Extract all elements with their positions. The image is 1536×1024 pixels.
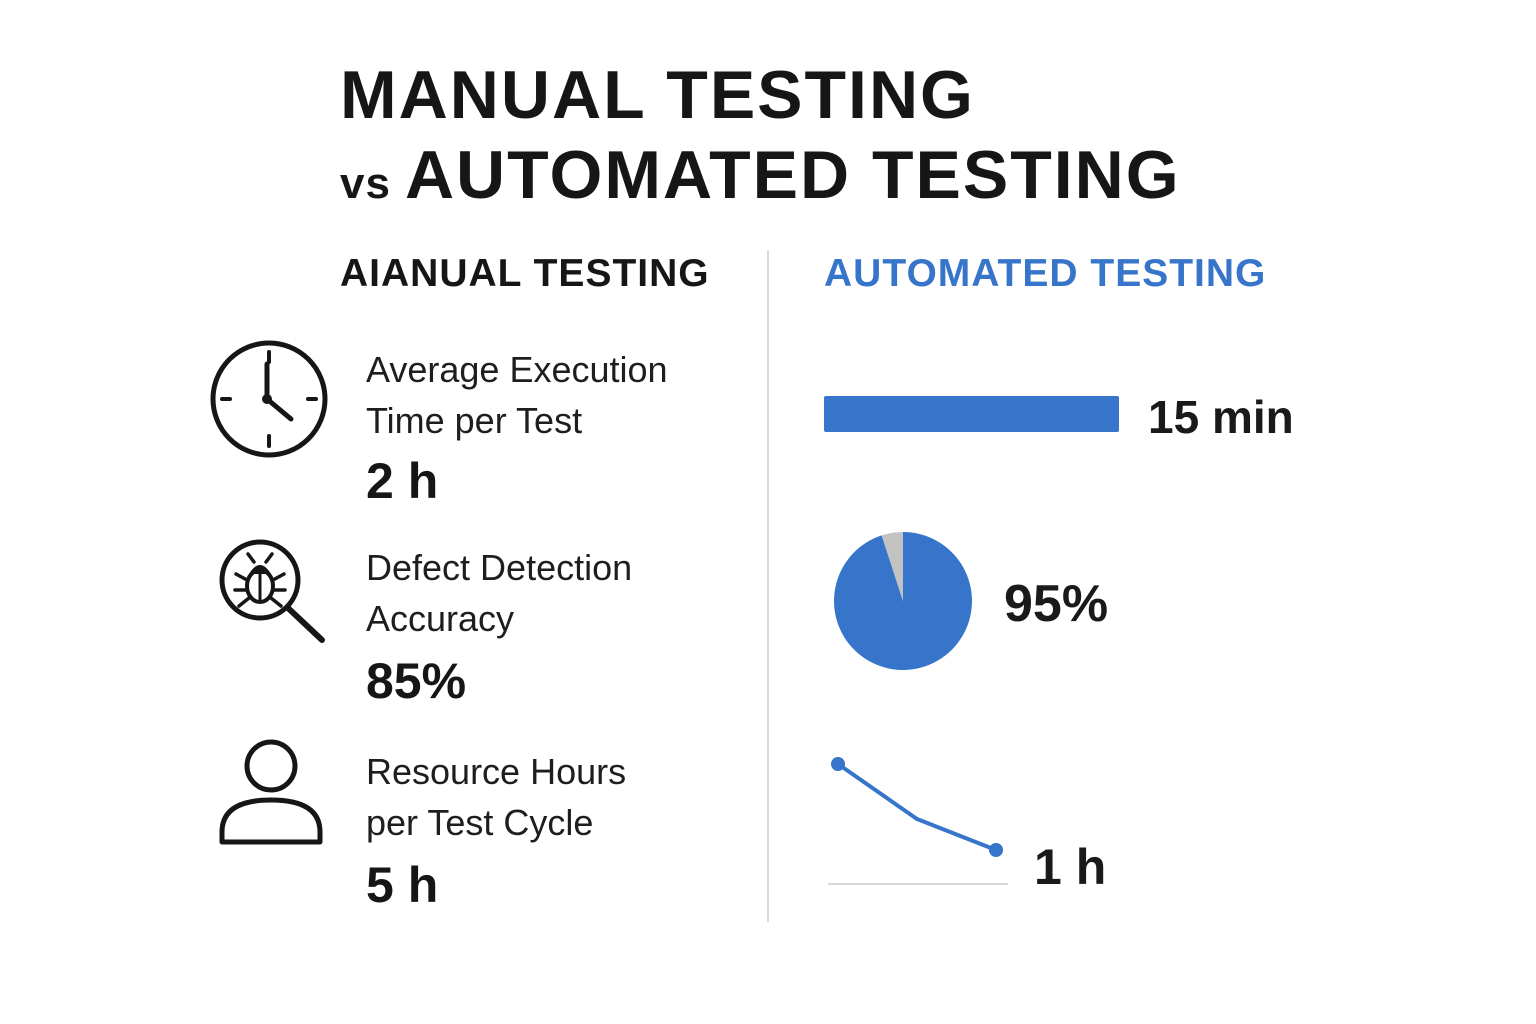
line-point [989, 843, 1003, 857]
title-automated: AUTOMATED TESTING [404, 137, 1181, 213]
metric-label-execution-time: Average Execution Time per Test [366, 344, 746, 446]
person-icon [219, 739, 323, 845]
column-divider [767, 250, 769, 922]
manual-value-defect-accuracy: 85% [366, 653, 467, 709]
clock-icon [210, 340, 328, 458]
title-vs: vs [340, 159, 391, 208]
metric-label-line: Defect Detection [366, 547, 633, 588]
automated-column-heading: AUTOMATED TESTING [824, 252, 1267, 295]
metric-label-resource-hours: Resource Hours per Test Cycle [366, 746, 746, 848]
line-series-resource-hours [836, 762, 997, 852]
bar-execution-time [824, 396, 1119, 432]
page-title-line-1: MANUAL TESTING [340, 57, 975, 133]
metric-label-defect-accuracy: Defect Detection Accuracy [366, 542, 746, 644]
metric-label-line: Accuracy [366, 598, 515, 639]
page-title-line-2: vs AUTOMATED TESTING [340, 136, 1181, 214]
automated-value-execution-time: 15 min [1148, 391, 1294, 443]
manual-value-resource-hours: 5 h [366, 857, 439, 913]
metric-label-line: Resource Hours [366, 751, 627, 792]
metric-label-line: Time per Test [366, 400, 583, 441]
manual-value-execution-time: 2 h [366, 453, 439, 509]
pie-slice-missed [881, 532, 903, 601]
pie-slice-detected [833, 532, 972, 671]
automated-value-resource-hours: 1 h [1034, 839, 1107, 895]
metric-label-line: per Test Cycle [366, 802, 594, 843]
automated-value-defect-accuracy: 95% [1004, 575, 1109, 633]
manual-column-heading: AIANUAL TESTING [340, 252, 710, 295]
metric-label-line: Average Execution [366, 349, 668, 390]
line-point [831, 757, 845, 771]
line-points [831, 757, 1003, 857]
bug-magnifier-icon [219, 539, 325, 643]
